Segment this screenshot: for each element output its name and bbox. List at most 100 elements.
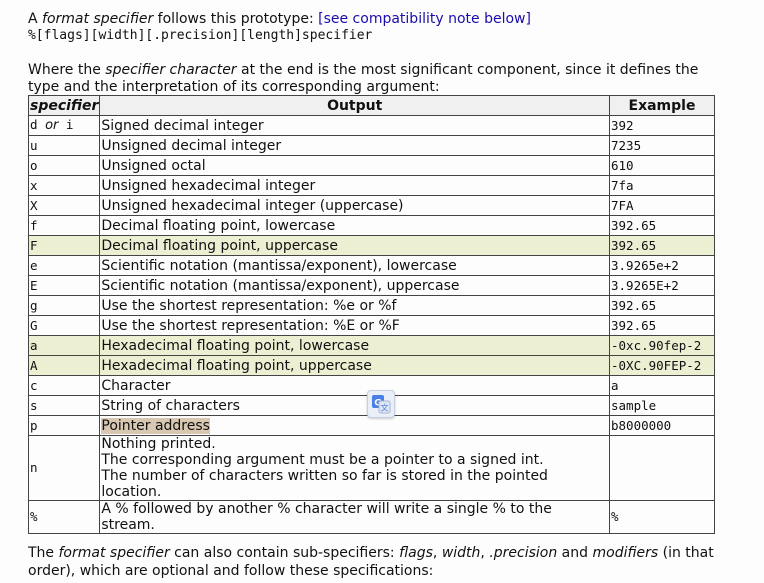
specifier-cell: s — [27, 395, 101, 416]
output-cell: Unsigned decimal integer — [99, 135, 610, 156]
outro-text-1: The — [28, 545, 59, 561]
table-row: o Unsigned octal 610 — [27, 155, 715, 176]
specifier-cell: E — [27, 275, 101, 296]
output-cell: Unsigned hexadecimal integer — [99, 175, 610, 196]
header-output: Output — [99, 95, 610, 116]
intro-paragraph: A format specifier follows this prototyp… — [28, 10, 531, 28]
table-row: s String of characters sample — [27, 395, 715, 416]
specifier-cell: d or i — [27, 115, 101, 136]
google-translate-icon[interactable]: G 文 — [367, 390, 395, 418]
output-line: The corresponding argument must be a poi… — [101, 452, 544, 468]
table-row: % A % followed by another % character wil… — [27, 500, 715, 534]
table-row: X Unsigned hexadecimal integer (uppercase… — [27, 195, 715, 216]
table-row: a Hexadecimal floating point, lowercase -0… — [27, 335, 715, 356]
outro-em-flags: flags — [399, 545, 433, 561]
table-row: A Hexadecimal floating point, uppercase -0… — [27, 355, 715, 376]
where-em: specifier character — [105, 62, 237, 78]
intro-em: format specifier — [42, 11, 154, 27]
table-header-row: specifier Output Example — [27, 95, 715, 116]
example-cell: -0xc.90fep-2 — [609, 335, 715, 356]
svg-text:文: 文 — [381, 403, 389, 413]
output-cell: Unsigned octal — [99, 155, 610, 176]
specifier-cell: e — [27, 255, 101, 276]
selected-text: Pointer address — [101, 417, 210, 434]
where-text-2: at the end is the most significant compo… — [28, 62, 699, 95]
specifier-cell: G — [27, 315, 101, 336]
example-cell: 610 — [609, 155, 715, 176]
output-cell: Scientific notation (mantissa/exponent),… — [99, 275, 610, 296]
specifier-cell: c — [27, 375, 101, 396]
output-cell: Unsigned hexadecimal integer (uppercase) — [99, 195, 610, 216]
output-cell: Use the shortest representation: %e or %… — [99, 295, 610, 316]
specifier-table: specifier Output Example d or i Signed de… — [27, 95, 715, 534]
header-example: Example — [609, 95, 715, 116]
output-cell: Decimal floating point, uppercase — [99, 235, 610, 256]
outro-em-modifiers: modifiers — [592, 545, 659, 561]
table-row: E Scientific notation (mantissa/exponent)… — [27, 275, 715, 296]
example-cell: -0XC.90FEP-2 — [609, 355, 715, 376]
output-cell: Pointer address — [99, 415, 610, 436]
output-cell: Hexadecimal floating point, uppercase — [99, 355, 610, 376]
table-row: n Nothing printed. The corresponding argum… — [27, 435, 715, 501]
example-cell: a — [609, 375, 715, 396]
example-cell: sample — [609, 395, 715, 416]
specifier-cell: A — [27, 355, 101, 376]
specifier-cell: F — [27, 235, 101, 256]
where-paragraph: Where the specifier character at the end… — [28, 62, 718, 96]
output-cell: Hexadecimal floating point, lowercase — [99, 335, 610, 356]
example-cell: 3.9265E+2 — [609, 275, 715, 296]
where-text-1: Where the — [28, 62, 106, 78]
example-cell: % — [609, 500, 715, 534]
output-cell: Decimal floating point, lowercase — [99, 215, 610, 236]
example-cell: b8000000 — [609, 415, 715, 436]
example-cell: 7FA — [609, 195, 715, 216]
intro-text-2: follows this prototype: — [153, 11, 319, 27]
output-cell: Signed decimal integer — [99, 115, 610, 136]
specifier-cell: g — [27, 295, 101, 316]
intro-text-1: A — [28, 11, 43, 27]
specifier-cell: X — [27, 195, 101, 216]
table-row: F Decimal floating point, uppercase 392.65 — [27, 235, 715, 256]
output-line: The number of characters written so far … — [101, 468, 548, 500]
example-cell: 392 — [609, 115, 715, 136]
table-row: g Use the shortest representation: %e or … — [27, 295, 715, 316]
table-row: d or i Signed decimal integer 392 — [27, 115, 715, 136]
specifier-cell: u — [27, 135, 101, 156]
example-cell: 3.9265e+2 — [609, 255, 715, 276]
outro-text-3: , — [432, 545, 442, 561]
table-row: G Use the shortest representation: %E or … — [27, 315, 715, 336]
table-row: c Character a — [27, 375, 715, 396]
example-cell — [609, 435, 715, 501]
outro-em-width: width — [441, 545, 481, 561]
table-row: u Unsigned decimal integer 7235 — [27, 135, 715, 156]
example-cell: 7fa — [609, 175, 715, 196]
prototype-code: %[flags][width][.precision][length]speci… — [28, 28, 373, 43]
outro-text-4: , — [480, 545, 490, 561]
outro-em-1: format specifier — [58, 545, 170, 561]
table-row: e Scientific notation (mantissa/exponent)… — [27, 255, 715, 276]
specifier-cell: % — [27, 500, 101, 534]
translate-glyph: G 文 — [372, 395, 391, 414]
example-cell: 7235 — [609, 135, 715, 156]
specifier-cell: a — [27, 335, 101, 356]
output-cell: Nothing printed. The corresponding argume… — [99, 435, 610, 501]
compatibility-note-link[interactable]: [see compatibility note below] — [318, 11, 531, 27]
table-row: f Decimal floating point, lowercase 392.65 — [27, 215, 715, 236]
example-cell: 392.65 — [609, 295, 715, 316]
outro-em-precision: .precision — [489, 545, 558, 561]
output-cell: String of characters — [99, 395, 610, 416]
outro-paragraph: The format specifier can also contain su… — [28, 544, 738, 580]
output-cell: Use the shortest representation: %E or %… — [99, 315, 610, 336]
specifier-cell: n — [27, 435, 101, 501]
specifier-cell: f — [27, 215, 101, 236]
header-specifier: specifier — [27, 95, 101, 116]
outro-text-5: and — [557, 545, 593, 561]
specifier-cell: o — [27, 155, 101, 176]
output-line: Nothing printed. — [101, 436, 216, 452]
output-cell: A % followed by another % character will… — [99, 500, 610, 534]
example-cell: 392.65 — [609, 315, 715, 336]
output-cell: Scientific notation (mantissa/exponent),… — [99, 255, 610, 276]
example-cell: 392.65 — [609, 235, 715, 256]
outro-text-2: can also contain sub-specifiers: — [169, 545, 400, 561]
example-cell: 392.65 — [609, 215, 715, 236]
